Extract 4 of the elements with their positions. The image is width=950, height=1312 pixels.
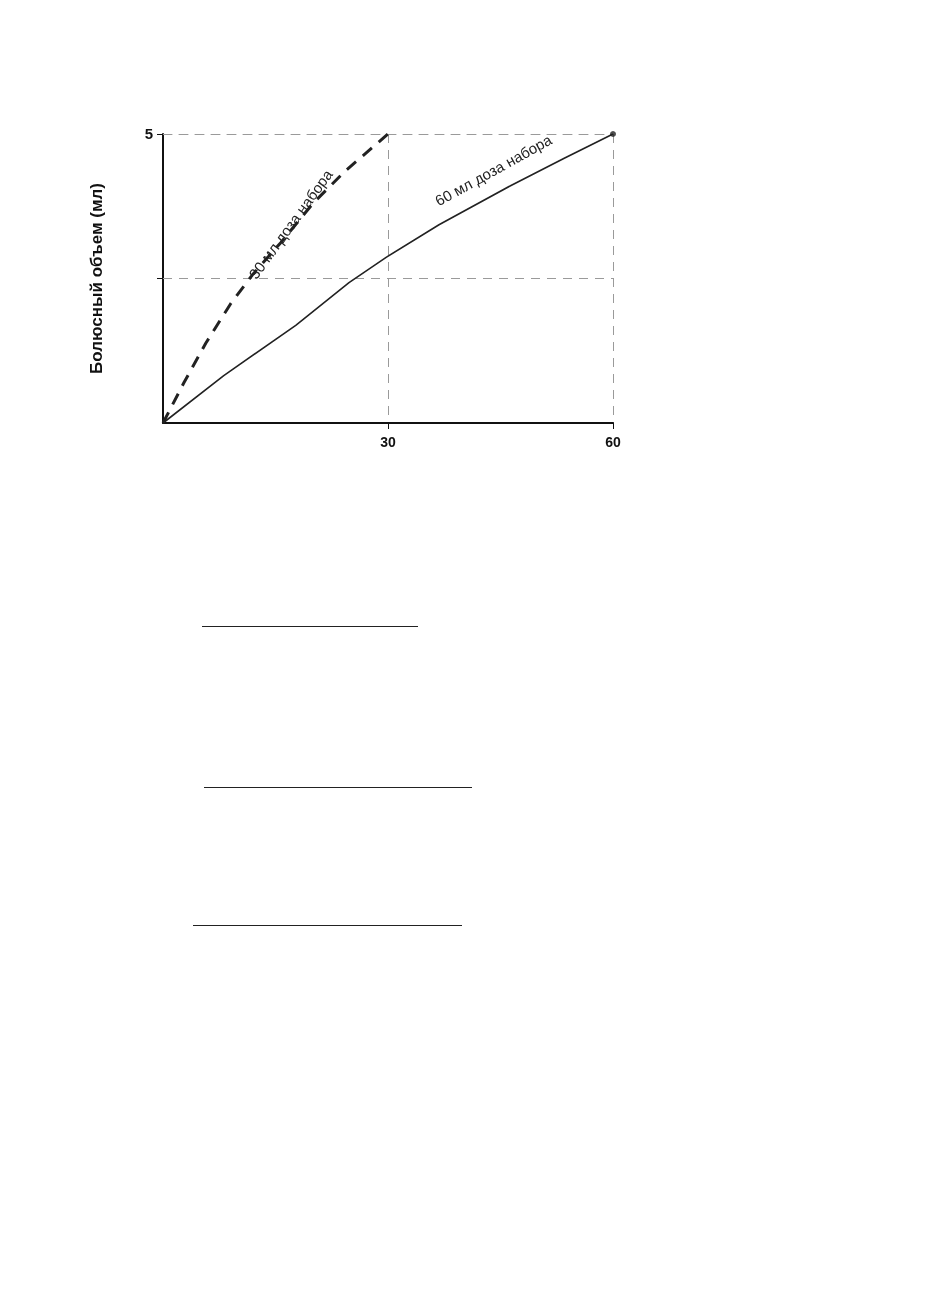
x-tick-label: 60: [605, 434, 621, 450]
text: 5: [144, 125, 153, 142]
x-tick-label: 30: [380, 434, 396, 450]
y-axis-title: Болюсный объем (мл): [87, 183, 106, 374]
